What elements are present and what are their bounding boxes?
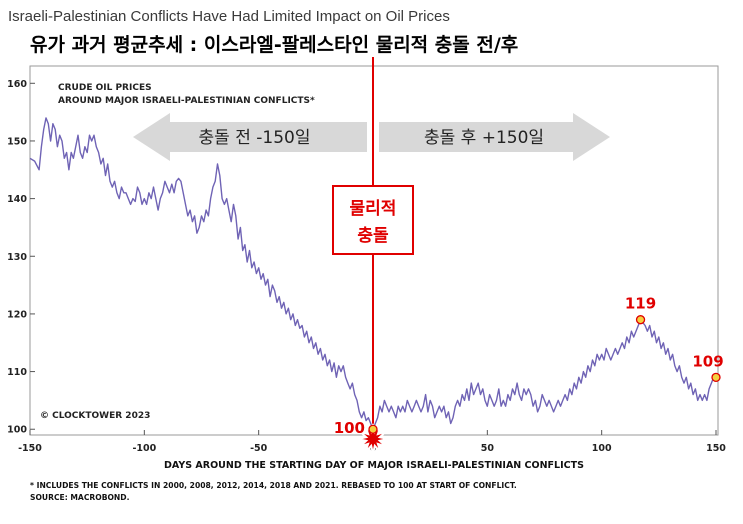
annotation-label: 109 [692,352,723,370]
conflict-label-box [332,185,414,255]
conflict-label-line2: 충돌 [357,226,389,246]
annotation-label: 119 [625,295,656,313]
korean-title: 유가 과거 평균추세 : 이스라엘-팔레스타인 물리적 충돌 전/후 [30,34,518,56]
annotation-marker [635,315,646,325]
y-tick-label: 110 [7,367,27,378]
x-axis-label: DAYS AROUND THE STARTING DAY OF MAJOR IS… [164,460,584,471]
inset-title-line2: AROUND MAJOR ISRAELI-PALESTINIAN CONFLIC… [58,96,315,106]
x-tick-label: 50 [481,443,495,454]
y-tick-label: 130 [7,252,27,263]
x-tick-label: 150 [706,443,726,454]
x-tick-label: -100 [132,443,156,454]
y-tick-label: 150 [7,136,27,147]
footnote-line1: * INCLUDES THE CONFLICTS IN 2000, 2008, … [30,481,517,490]
value-annotations: 100 119 109 [334,295,724,438]
explosion-icon [357,423,389,455]
y-tick-label: 140 [7,194,27,205]
y-axis-ticks: 100 110 120 130 140 150 160 [7,79,35,436]
annotation-marker [368,424,378,434]
english-title: Israeli-Palestinian Conflicts Have Had L… [8,8,450,25]
x-tick-label: -50 [250,443,268,454]
y-tick-label: 160 [7,79,27,90]
x-tick-label: -150 [18,443,42,454]
inset-title-line1: CRUDE OIL PRICES [58,83,152,93]
footnote-source: SOURCE: MACROBOND. [30,493,130,502]
after-conflict-label: 충돌 후 +150일 [424,128,544,148]
before-conflict-label: 충돌 전 -150일 [199,128,311,148]
annotation-label: 100 [334,419,365,437]
oil-price-series-line [29,117,716,430]
y-tick-label: 120 [7,309,27,320]
x-tick-label: 100 [592,443,612,454]
before-conflict-arrow [133,113,367,161]
y-tick-label: 100 [7,425,27,436]
after-conflict-arrow [379,113,610,161]
copyright-text: © CLOCKTOWER 2023 [40,411,150,421]
conflict-label-line1: 물리적 [350,199,397,219]
annotation-marker [711,372,721,382]
